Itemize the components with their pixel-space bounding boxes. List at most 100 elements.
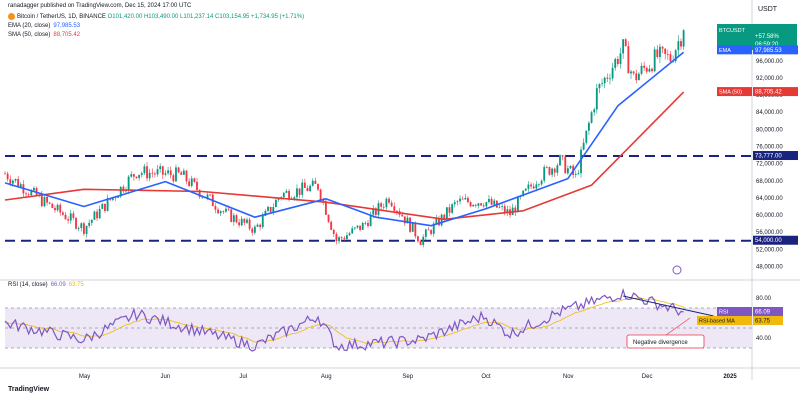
candle — [409, 217, 411, 232]
candle — [464, 197, 467, 200]
candle — [148, 172, 151, 179]
candle — [524, 188, 527, 191]
candle — [232, 215, 235, 222]
time-axis-tick: Aug — [321, 374, 332, 380]
time-axis-tick: Dec — [642, 374, 653, 380]
candle — [369, 214, 372, 227]
candle — [240, 218, 243, 226]
candle — [635, 73, 638, 81]
candle — [614, 59, 617, 68]
candle — [274, 199, 277, 208]
candle — [159, 166, 162, 170]
candle — [651, 68, 653, 72]
candle — [267, 206, 269, 211]
candle — [374, 208, 377, 215]
rsi-legend[interactable]: RSI (14, close) 66.09 63.75 — [8, 282, 84, 288]
candle — [535, 184, 538, 189]
candle — [566, 168, 569, 174]
rsi-ma-value: 63.75 — [68, 282, 84, 288]
candle — [43, 197, 46, 207]
candle — [64, 214, 67, 220]
candle — [543, 167, 546, 181]
alert-icon[interactable] — [672, 265, 682, 275]
candle — [25, 193, 27, 195]
negative-divergence-annotation[interactable]: Negative divergence — [626, 317, 705, 349]
bitcoin-icon — [8, 13, 15, 20]
ema-value-tag[interactable] — [753, 45, 798, 55]
candle — [69, 213, 72, 221]
candle — [388, 198, 390, 203]
candle — [467, 197, 469, 203]
rsi-ma-tag[interactable] — [697, 316, 752, 325]
time-axis-tick: 2025 — [723, 374, 737, 380]
rsi-ma-value-tag[interactable] — [753, 316, 783, 325]
ema20-line[interactable] — [4, 51, 685, 227]
candle — [414, 223, 417, 237]
sma-label[interactable]: SMA (50, close) — [8, 32, 51, 38]
candle — [611, 67, 614, 79]
sma-value-tag[interactable] — [753, 87, 798, 97]
rsi-tag[interactable] — [717, 307, 752, 316]
candle — [309, 185, 312, 192]
rsi-line[interactable] — [4, 287, 684, 352]
candle — [588, 122, 590, 131]
rsi-tag-label: RSI — [719, 310, 729, 316]
candle — [469, 202, 472, 207]
ema-tag[interactable] — [717, 45, 752, 55]
candle — [438, 218, 440, 226]
rsi-ma-line[interactable] — [5, 297, 684, 344]
candle — [498, 206, 501, 208]
rsi-axis-tick: 80.00 — [756, 296, 772, 302]
candle — [677, 41, 680, 51]
candle — [601, 83, 603, 85]
candle — [548, 167, 551, 175]
ema-label[interactable]: EMA (20, close) — [8, 23, 51, 29]
symbol-title[interactable]: Bitcoin / TetherUS, 1D, BINANCE — [17, 14, 106, 21]
candle — [456, 201, 459, 203]
price-axis-tick: 84,000.00 — [756, 110, 783, 116]
candle — [135, 176, 138, 179]
candle — [485, 202, 488, 207]
candle — [435, 218, 438, 224]
candle — [551, 168, 554, 175]
support-value-tag[interactable] — [753, 235, 798, 245]
candle — [574, 173, 577, 175]
candle — [27, 194, 30, 196]
sma-legend[interactable]: SMA (50, close) 88,705.42 — [8, 32, 80, 38]
candle — [430, 230, 433, 234]
candle — [269, 206, 272, 212]
candle — [214, 206, 217, 210]
candle — [356, 225, 359, 228]
price-axis-tick: 96,000.00 — [756, 59, 783, 65]
candle — [61, 212, 64, 215]
candle — [11, 180, 14, 184]
candle — [585, 130, 588, 143]
candle — [556, 165, 559, 173]
candle — [403, 216, 406, 224]
candle — [117, 196, 120, 198]
sma50-line[interactable] — [4, 91, 685, 221]
rsi-value-tag[interactable] — [753, 307, 783, 316]
candle — [553, 168, 556, 173]
resistance-value-tag[interactable] — [753, 151, 798, 161]
price-axis-tick: 92,000.00 — [756, 76, 783, 82]
countdown-tag: 06:59:20 — [755, 42, 779, 48]
candle — [225, 208, 227, 212]
candle — [545, 167, 548, 168]
candle — [301, 182, 304, 195]
divergence-trendline[interactable] — [623, 295, 714, 317]
candle — [330, 221, 333, 230]
ema-legend[interactable]: EMA (20, close) 97,985.53 — [8, 23, 80, 29]
sma-tag-label: SMA (50) — [719, 90, 742, 96]
candle — [527, 184, 530, 189]
candle — [161, 166, 164, 175]
candle — [616, 59, 619, 64]
tradingview-logo[interactable]: TradingView — [8, 386, 49, 393]
candle — [480, 203, 483, 206]
time-axis-tick: Jul — [239, 374, 247, 380]
candle — [319, 189, 322, 200]
rsi-label[interactable]: RSI (14, close) — [8, 282, 48, 288]
sma-tag[interactable] — [717, 87, 752, 97]
symbol-line[interactable]: Bitcoin / TetherUS, 1D, BINANCE O101,420… — [8, 13, 304, 20]
